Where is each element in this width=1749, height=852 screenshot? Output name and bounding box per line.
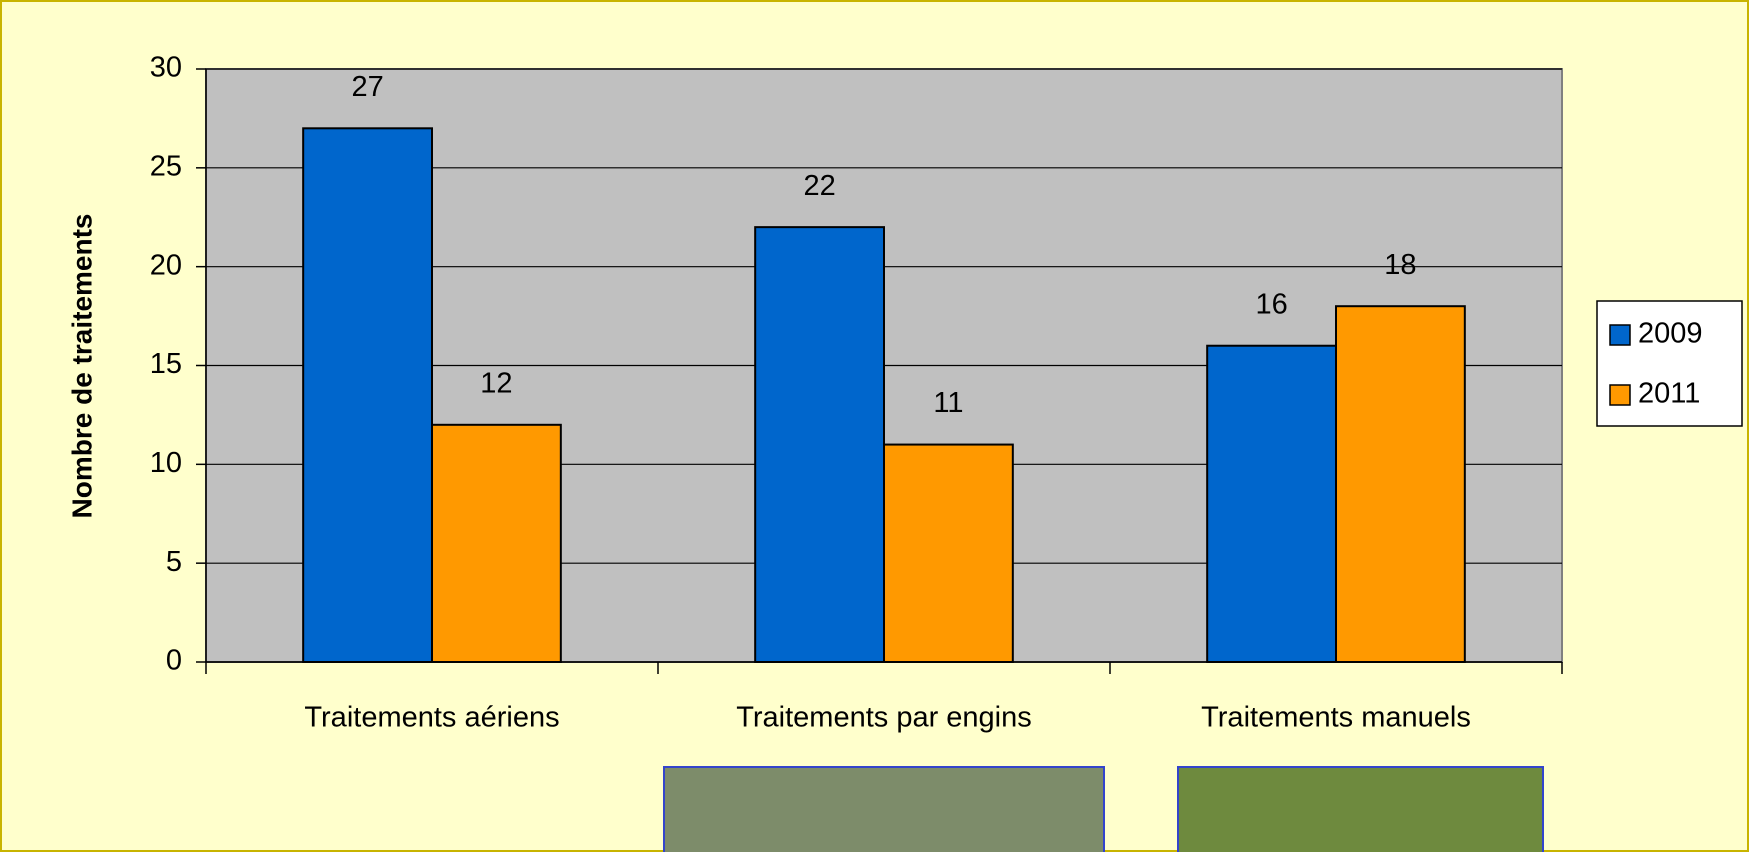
y-tick-label: 0 xyxy=(166,645,182,677)
bar xyxy=(883,443,1014,664)
y-tick-label: 5 xyxy=(166,546,182,578)
y-tick-label: 15 xyxy=(150,348,182,380)
value-label: 27 xyxy=(351,71,383,103)
value-label: 12 xyxy=(480,367,512,399)
x-tick-label: Traitements manuels xyxy=(1201,702,1471,734)
photo xyxy=(1177,766,1544,852)
y-tick-label: 10 xyxy=(150,447,182,479)
y-tick-label: 25 xyxy=(150,150,182,182)
legend-label: 2009 xyxy=(1638,318,1703,350)
value-label: 11 xyxy=(933,387,963,419)
photo xyxy=(663,766,1105,852)
value-label: 16 xyxy=(1255,288,1287,320)
legend-swatch xyxy=(1609,324,1631,346)
y-tick-label: 20 xyxy=(150,249,182,281)
bar xyxy=(431,423,562,663)
bar xyxy=(302,127,433,664)
bar xyxy=(1206,344,1338,663)
value-label: 22 xyxy=(803,170,835,202)
legend-label: 2011 xyxy=(1638,378,1700,410)
legend-swatch xyxy=(1609,384,1631,406)
value-label: 18 xyxy=(1384,249,1416,281)
y-axis-label: Nombre de traitements xyxy=(66,214,97,519)
x-tick-label: Traitements par engins xyxy=(736,702,1032,734)
bar xyxy=(754,226,885,663)
y-tick-label: 30 xyxy=(150,52,182,84)
x-tick-label: Traitements aériens xyxy=(304,702,559,734)
bar xyxy=(1335,305,1466,663)
